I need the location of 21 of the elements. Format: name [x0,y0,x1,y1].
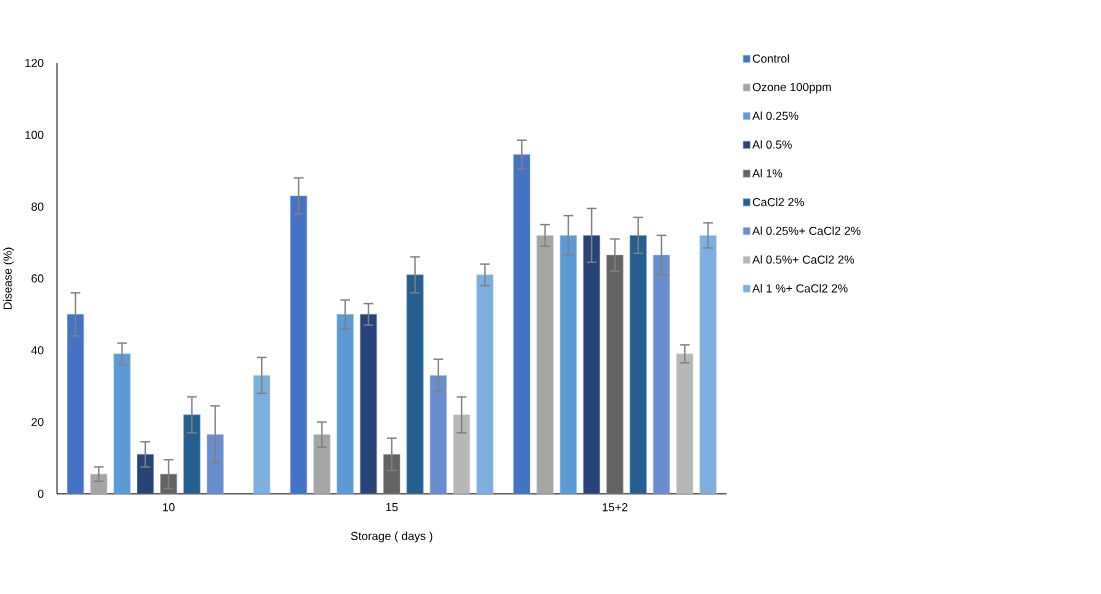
legend-label: Al 0.5%+ CaCl2 2% [752,255,855,264]
y-tick-label: 80 [31,202,44,211]
legend-label: Al 1% [752,169,783,178]
x-axis-title: Storage ( days ) [351,531,433,543]
legend-label: Control [752,54,789,63]
legend-label: Al 0.25%+ CaCl2 2% [752,226,861,236]
y-tick-label: 120 [25,59,44,68]
y-tick-label: 0 [37,489,44,499]
y-tick-label: 100 [25,130,44,140]
legend-label: CaCl2 2% [752,197,805,207]
y-axis-title: Disease (%) [3,247,15,310]
x-tick-label: 15+2 [602,503,628,512]
y-tick-label: 60 [31,274,44,283]
legend-label: Al 0.5% [752,140,792,149]
x-tick-label: 15 [386,503,398,512]
legend-label: Ozone 100ppm [752,83,831,94]
legend-label: Al 0.25% [752,111,799,121]
x-tick-label: 10 [163,503,175,512]
y-tick-label: 40 [31,346,44,355]
legend-label: Al 1 %+ CaCl2 2% [752,284,848,293]
y-tick-label: 20 [31,418,44,427]
